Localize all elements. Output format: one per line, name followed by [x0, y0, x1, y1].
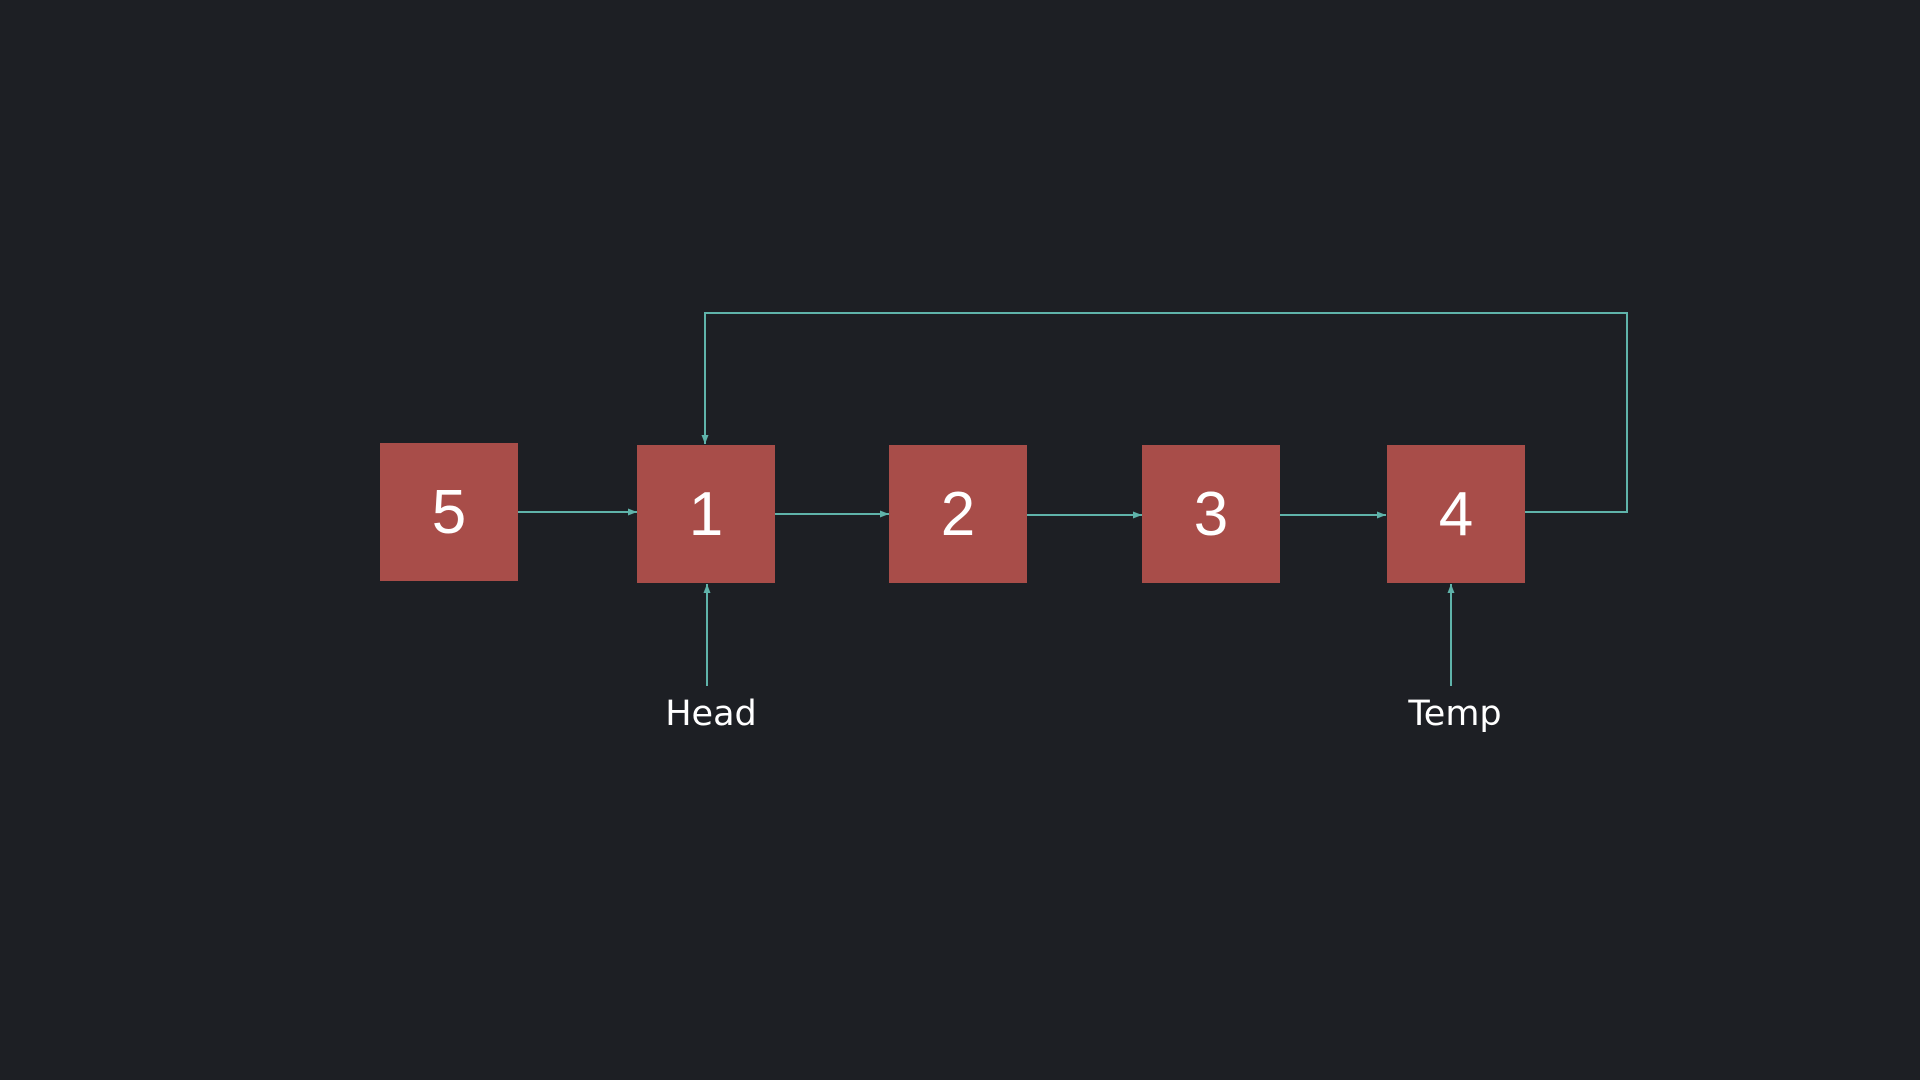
temp-label: Temp [1408, 694, 1502, 734]
head-label: Head [665, 694, 757, 734]
node-1: 1 [637, 445, 775, 583]
arrow-4-back-to-1 [701, 312, 1628, 513]
node-2: 2 [889, 445, 1027, 583]
node-4: 4 [1387, 445, 1525, 583]
node-5: 5 [380, 443, 518, 581]
node-3: 3 [1142, 445, 1280, 583]
